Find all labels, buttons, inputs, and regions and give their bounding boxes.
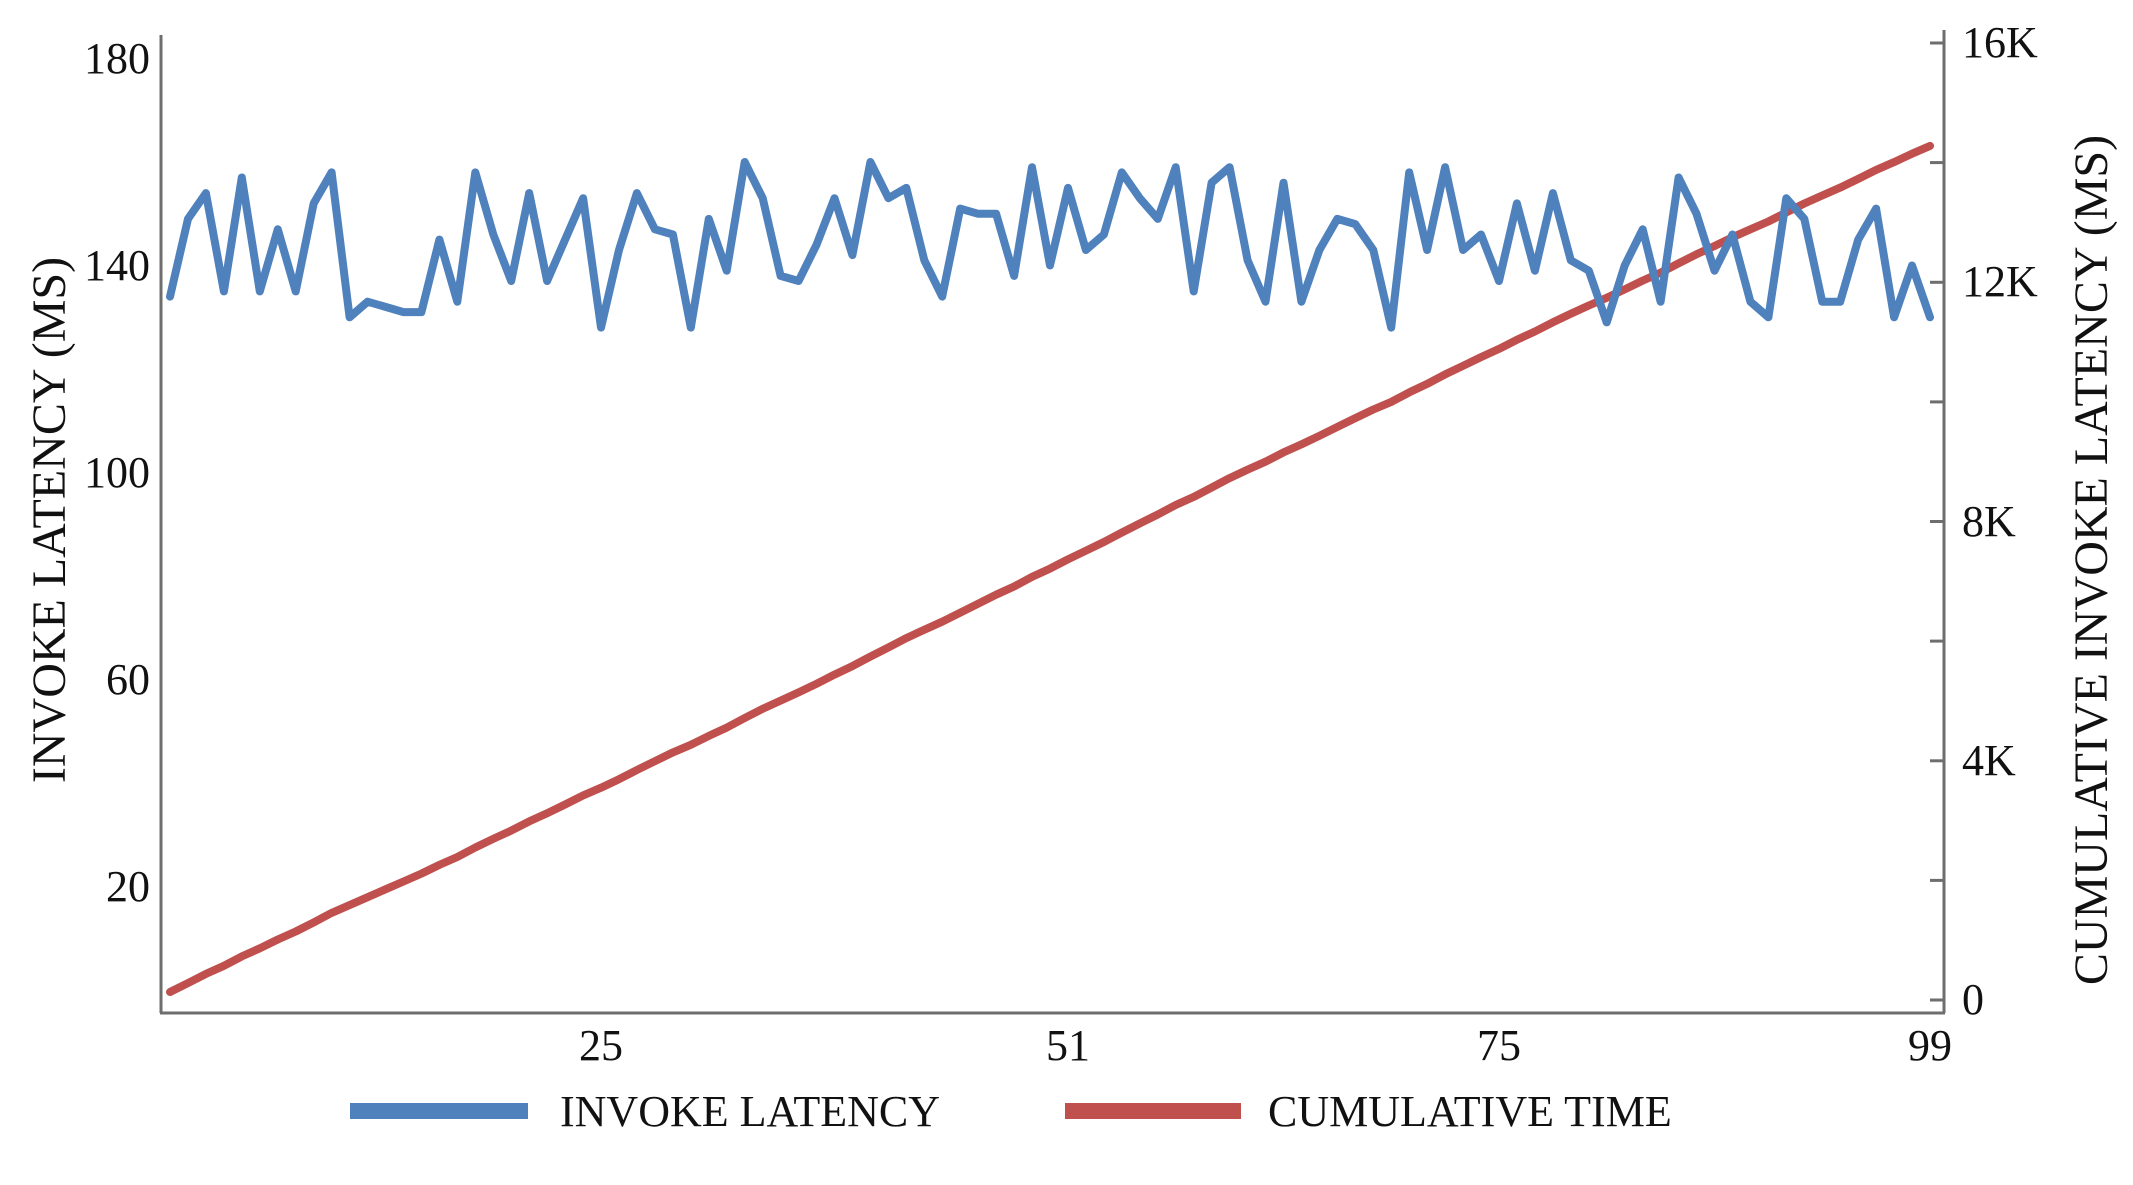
- legend: INVOKE LATENCY CUMULATIVE TIME: [0, 1080, 2133, 1150]
- cumulative-time-line: [166, 141, 1934, 996]
- left-axis-tick-label: 20: [106, 862, 150, 911]
- left-axis-tick-label: 180: [84, 34, 150, 83]
- right-axis-tick-label: 12K: [1962, 257, 2038, 306]
- right-axis-tick-label: 0: [1962, 975, 1984, 1024]
- legend-swatch-invoke-latency: [350, 1103, 528, 1119]
- right-axis-tick-label: 8K: [1962, 497, 2016, 546]
- legend-swatch-cumulative-time: [1065, 1103, 1241, 1119]
- invoke-latency-line: [166, 158, 1934, 332]
- x-axis-tick-label: 99: [1908, 1021, 1952, 1070]
- left-axis-tick-label: 60: [106, 655, 150, 704]
- x-axis-tick-label: 75: [1477, 1021, 1521, 1070]
- left-axis-tick-label: 100: [84, 448, 150, 497]
- right-axis-tick-label: 16K: [1962, 18, 2038, 67]
- left-axis-tick-label: 140: [84, 241, 150, 290]
- legend-label-invoke-latency: INVOKE LATENCY: [560, 1087, 941, 1136]
- right-axis-title: CUMULATIVE INVOKE LATENCY (MS): [2065, 134, 2118, 986]
- right-axis-tick-marks: [1930, 41, 1944, 1002]
- left-axis-title: INVOKE LATENCY (MS): [23, 256, 76, 784]
- x-axis-tick-label: 51: [1046, 1021, 1090, 1070]
- legend-label-cumulative-time: CUMULATIVE TIME: [1268, 1087, 1672, 1136]
- x-axis-tick-label: 25: [579, 1021, 623, 1070]
- right-axis-tick-label: 4K: [1962, 736, 2016, 785]
